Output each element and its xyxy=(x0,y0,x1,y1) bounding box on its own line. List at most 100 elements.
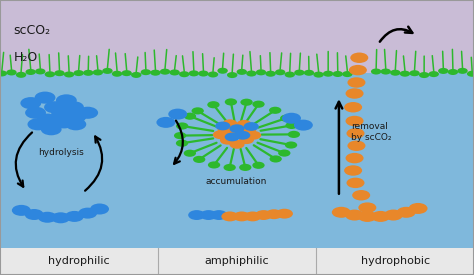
Circle shape xyxy=(77,107,98,119)
Circle shape xyxy=(41,123,62,135)
Circle shape xyxy=(235,131,250,140)
Circle shape xyxy=(428,71,439,77)
Circle shape xyxy=(288,131,300,138)
Circle shape xyxy=(294,120,313,131)
Circle shape xyxy=(349,65,367,75)
Circle shape xyxy=(285,122,298,129)
Circle shape xyxy=(44,101,65,113)
Circle shape xyxy=(240,99,253,106)
Circle shape xyxy=(73,70,84,76)
Circle shape xyxy=(265,71,276,77)
Circle shape xyxy=(191,107,204,114)
Circle shape xyxy=(390,70,401,76)
Circle shape xyxy=(246,131,261,140)
Circle shape xyxy=(397,207,416,218)
Circle shape xyxy=(12,205,31,216)
Text: hydrolysis: hydrolysis xyxy=(38,148,83,157)
Circle shape xyxy=(224,164,236,171)
Circle shape xyxy=(90,204,109,214)
Circle shape xyxy=(438,68,448,74)
Text: amphiphilic: amphiphilic xyxy=(205,256,269,266)
Circle shape xyxy=(35,68,46,75)
Circle shape xyxy=(63,101,84,113)
Text: removal
by scCO₂: removal by scCO₂ xyxy=(351,122,391,142)
Text: hydrophobic: hydrophobic xyxy=(361,256,430,266)
Circle shape xyxy=(65,118,86,130)
Circle shape xyxy=(25,209,44,220)
Circle shape xyxy=(16,72,26,78)
Circle shape xyxy=(26,69,36,75)
Circle shape xyxy=(25,107,46,119)
Circle shape xyxy=(246,70,256,76)
Circle shape xyxy=(371,211,390,222)
Circle shape xyxy=(244,122,259,131)
Circle shape xyxy=(0,70,7,76)
Circle shape xyxy=(270,155,282,163)
Circle shape xyxy=(210,210,228,220)
Circle shape xyxy=(342,71,353,77)
Circle shape xyxy=(352,190,370,200)
Circle shape xyxy=(346,178,365,188)
Circle shape xyxy=(409,203,428,214)
Circle shape xyxy=(56,94,77,106)
Circle shape xyxy=(141,69,151,75)
Circle shape xyxy=(239,135,254,144)
Circle shape xyxy=(285,141,297,148)
Circle shape xyxy=(218,68,228,74)
Circle shape xyxy=(225,98,237,106)
Circle shape xyxy=(208,161,220,169)
Circle shape xyxy=(160,69,170,75)
Circle shape xyxy=(346,88,364,99)
Circle shape xyxy=(237,120,252,129)
Circle shape xyxy=(358,211,377,222)
Circle shape xyxy=(38,212,57,223)
Circle shape xyxy=(121,70,132,76)
Circle shape xyxy=(51,212,70,223)
Circle shape xyxy=(179,71,190,77)
Circle shape xyxy=(169,69,180,75)
Circle shape xyxy=(400,71,410,77)
Bar xyxy=(0,0,474,73)
Circle shape xyxy=(218,125,233,134)
Circle shape xyxy=(83,70,93,76)
Circle shape xyxy=(51,108,72,120)
Circle shape xyxy=(332,207,351,218)
Circle shape xyxy=(45,71,55,77)
Circle shape xyxy=(35,92,55,104)
Circle shape xyxy=(225,133,240,141)
Circle shape xyxy=(346,116,364,126)
Circle shape xyxy=(65,211,84,222)
Circle shape xyxy=(150,70,161,76)
Circle shape xyxy=(54,116,74,128)
Circle shape xyxy=(410,70,420,76)
Circle shape xyxy=(347,141,365,151)
Circle shape xyxy=(467,71,474,77)
Circle shape xyxy=(229,129,245,138)
Circle shape xyxy=(345,210,364,221)
Circle shape xyxy=(156,117,175,128)
Circle shape xyxy=(275,69,285,75)
Circle shape xyxy=(269,107,282,114)
Circle shape xyxy=(237,69,247,75)
Circle shape xyxy=(381,68,391,75)
Circle shape xyxy=(6,69,17,75)
Circle shape xyxy=(188,210,205,220)
Circle shape xyxy=(229,124,245,133)
Circle shape xyxy=(54,70,64,76)
Circle shape xyxy=(294,70,305,76)
Circle shape xyxy=(276,209,293,219)
Circle shape xyxy=(78,208,97,219)
Circle shape xyxy=(37,114,58,126)
Circle shape xyxy=(64,72,74,78)
Circle shape xyxy=(227,72,237,78)
Circle shape xyxy=(213,130,228,139)
Circle shape xyxy=(244,211,261,221)
Circle shape xyxy=(265,209,283,219)
Circle shape xyxy=(239,164,252,171)
Circle shape xyxy=(184,150,196,157)
Circle shape xyxy=(174,132,186,139)
Circle shape xyxy=(344,102,362,112)
Circle shape xyxy=(358,202,376,213)
Circle shape xyxy=(323,71,333,77)
Circle shape xyxy=(20,97,41,109)
